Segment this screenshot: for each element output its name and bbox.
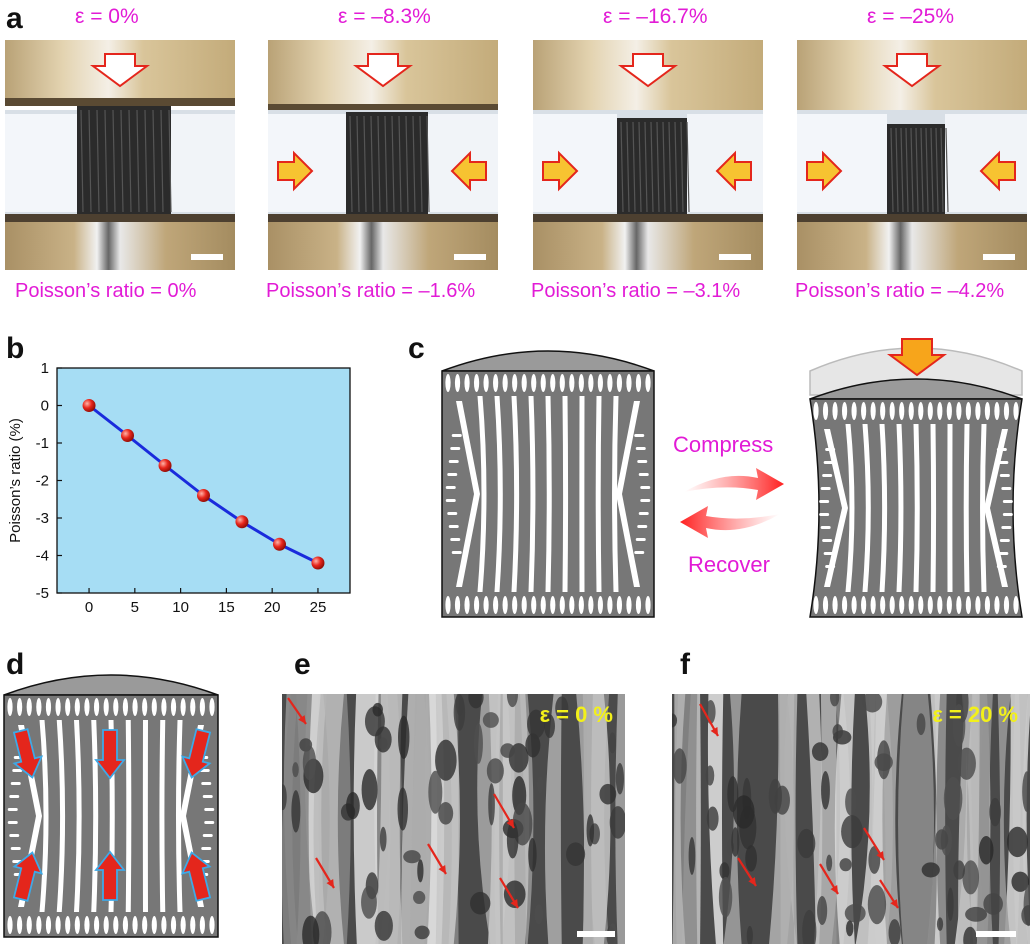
compression-arrow-icon	[89, 53, 151, 88]
stress-arrow-icon	[180, 851, 212, 902]
data-point	[197, 489, 210, 502]
recover-arrow	[680, 506, 780, 538]
frame-poisson-label: Poisson’s ratio = 0%	[15, 280, 197, 302]
sem-e-scale-bar	[577, 931, 615, 937]
frame-strain-label: ε = –8.3%	[338, 5, 431, 28]
frame-poisson-label: Poisson’s ratio = –1.6%	[266, 280, 476, 302]
inward-arrow-icon	[277, 150, 314, 192]
compression-arrow-icon	[617, 53, 679, 88]
y-axis-label: Poisson’s ratio (%)	[7, 418, 24, 543]
honeycomb-diagram-relaxed	[441, 350, 655, 618]
y-tick-label: -5	[36, 585, 49, 602]
inward-arrow-icon	[806, 150, 843, 192]
panel-letter-d: d	[6, 648, 25, 681]
y-tick-label: 1	[41, 360, 49, 377]
panel-letter-b: b	[6, 332, 25, 365]
poisson-ratio-chart: 10-1-2-3-4-50510152025Strain, ε (%)Poiss…	[7, 360, 351, 615]
y-tick-label: -4	[36, 548, 49, 565]
data-point	[235, 515, 249, 529]
y-tick-label: -3	[36, 510, 49, 527]
stress-arrow-icon	[12, 728, 44, 779]
y-tick-label: -2	[36, 473, 49, 490]
stress-arrow-icon	[180, 728, 212, 779]
compress-label: Compress	[673, 432, 774, 457]
sem-f-scale-bar	[976, 931, 1016, 937]
data-point	[272, 537, 286, 551]
y-tick-label: 0	[41, 398, 49, 415]
compress-arrow	[684, 468, 784, 500]
stress-arrow-icon	[12, 851, 44, 902]
data-point	[311, 556, 325, 570]
compression-arrow-icon	[886, 338, 948, 377]
compression-arrow-icon	[881, 53, 943, 88]
compression-photo	[533, 40, 763, 270]
plot-area	[56, 367, 351, 594]
x-tick-label: 15	[218, 599, 235, 615]
data-point	[82, 399, 96, 412]
inward-arrow-icon	[715, 150, 752, 192]
data-point	[158, 459, 172, 472]
compression-photo	[797, 40, 1027, 270]
panel-letter-a: a	[6, 2, 23, 35]
frame-poisson-label: Poisson’s ratio = –3.1%	[531, 280, 741, 302]
compression-photo	[268, 40, 498, 270]
compression-photo	[5, 40, 235, 270]
frame-poisson-label: Poisson’s ratio = –4.2%	[795, 280, 1005, 302]
sem-image-unstrained: ε = 0 %	[282, 694, 625, 944]
x-tick-label: 0	[85, 599, 93, 615]
y-tick-label: -1	[36, 435, 49, 452]
x-tick-label: 20	[264, 599, 281, 615]
stress-flow-diagram	[3, 674, 219, 938]
frame-strain-label: ε = 0%	[75, 5, 139, 28]
cycle-arrows	[680, 468, 784, 538]
panel-letter-e: e	[294, 648, 311, 681]
panel-letter-f: f	[680, 648, 690, 681]
x-tick-label: 5	[131, 599, 139, 615]
x-tick-label: 10	[172, 599, 189, 615]
frame-strain-label: ε = –25%	[867, 5, 955, 28]
stress-arrow-icon	[94, 850, 126, 901]
x-tick-label: 25	[310, 599, 327, 615]
panel-letter-c: c	[408, 332, 425, 365]
sem-image-strained: ε = 20 %	[672, 694, 1030, 944]
inward-arrow-icon	[979, 150, 1016, 192]
recover-label: Recover	[688, 552, 770, 577]
data-point	[121, 429, 135, 442]
sem-f-strain-label: ε = 20 %	[932, 702, 1018, 727]
inward-arrow-icon	[450, 150, 487, 192]
compression-arrow-icon	[352, 53, 414, 88]
stress-arrow-icon	[94, 729, 126, 780]
honeycomb-diagram-compressed	[809, 338, 1023, 618]
sem-e-strain-label: ε = 0 %	[539, 702, 613, 727]
inward-arrow-icon	[542, 150, 579, 192]
frame-strain-label: ε = –16.7%	[603, 5, 708, 28]
